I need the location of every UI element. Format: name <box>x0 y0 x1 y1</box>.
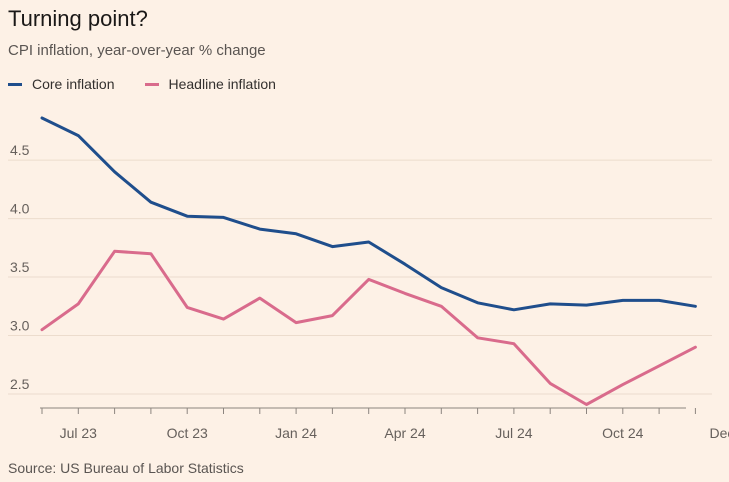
y-tick-label: 2.5 <box>10 376 30 392</box>
x-tick-label: Oct 24 <box>602 425 643 441</box>
x-tick-label: Dec 24 <box>710 425 729 441</box>
y-tick-label: 4.5 <box>10 142 30 158</box>
chart-subtitle: CPI inflation, year-over-year % change <box>8 42 266 59</box>
x-tick-label: Jan 24 <box>275 425 317 441</box>
legend-label-core: Core inflation <box>32 76 115 92</box>
legend-item-headline: Headline inflation <box>144 76 276 92</box>
series-line-headline-inflation <box>40 249 697 406</box>
series-line-core-inflation <box>40 116 697 312</box>
x-tick-label: Apr 24 <box>384 425 425 441</box>
y-tick-label: 3.5 <box>10 259 30 275</box>
legend-swatch-core <box>8 82 22 86</box>
y-tick-label: 3.0 <box>10 318 30 334</box>
x-tick-label: Jul 24 <box>495 425 533 441</box>
legend-item-core: Core inflation <box>8 76 115 92</box>
x-tick-label: Jul 23 <box>60 425 98 441</box>
legend-label-headline: Headline inflation <box>168 76 276 92</box>
legend-swatch-headline <box>144 82 159 86</box>
x-tick-label: Oct 23 <box>167 425 208 441</box>
y-tick-label: 4.0 <box>10 201 30 217</box>
source-note: Source: US Bureau of Labor Statistics <box>8 460 244 476</box>
chart-title: Turning point? <box>8 6 148 31</box>
chart-legend: Core inflation Headline inflation <box>8 74 306 94</box>
